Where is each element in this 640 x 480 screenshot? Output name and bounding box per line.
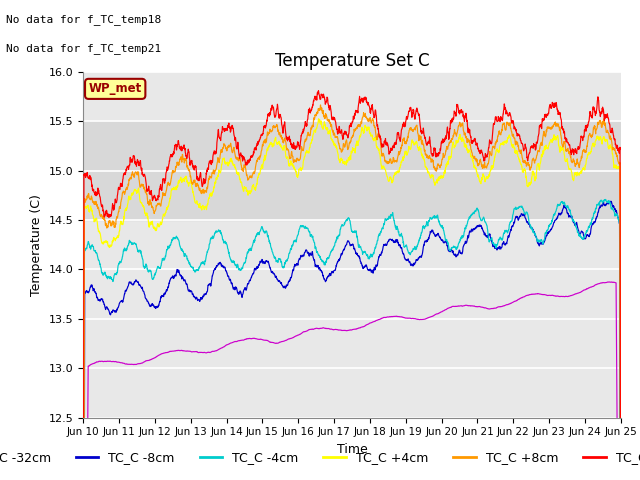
Text: WP_met: WP_met — [88, 83, 142, 96]
Legend: TC_C -32cm, TC_C -8cm, TC_C -4cm, TC_C +4cm, TC_C +8cm, TC_C +12cm: TC_C -32cm, TC_C -8cm, TC_C -4cm, TC_C +… — [0, 446, 640, 469]
Bar — [83, 121, 621, 220]
Text: No data for f_TC_temp18: No data for f_TC_temp18 — [6, 14, 162, 25]
X-axis label: Time: Time — [337, 443, 367, 456]
Y-axis label: Temperature (C): Temperature (C) — [30, 194, 43, 296]
Title: Temperature Set C: Temperature Set C — [275, 52, 429, 71]
Text: No data for f_TC_temp21: No data for f_TC_temp21 — [6, 43, 162, 54]
